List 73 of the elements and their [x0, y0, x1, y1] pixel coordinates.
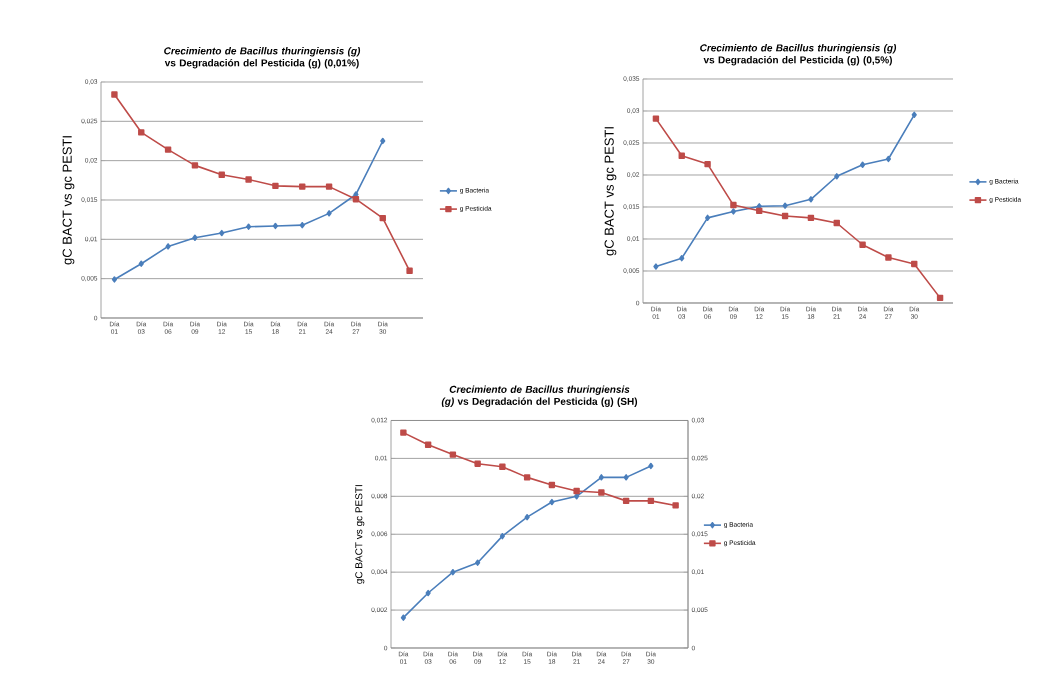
point [111, 276, 118, 283]
point [672, 502, 679, 509]
point [425, 589, 431, 597]
chart-title: Crecimiento de Bacillus thuringiensis (g) vs Degradación del Pesticida (g) (0,5%) [700, 44, 897, 66]
y-axis-title: gC BACT vs gc PESTI [355, 485, 365, 584]
point [782, 202, 788, 209]
point [400, 614, 406, 621]
point [475, 559, 481, 566]
y-axis-title: gC BACT vs gc PESTI [604, 127, 617, 256]
point [704, 214, 711, 222]
point [756, 207, 763, 215]
point [807, 214, 815, 222]
point [191, 162, 199, 169]
point [245, 223, 252, 230]
point [138, 260, 144, 267]
point [111, 91, 118, 98]
point [380, 137, 386, 145]
point [424, 441, 432, 448]
point [474, 460, 481, 467]
point [272, 222, 279, 230]
point [523, 474, 531, 481]
point [833, 219, 840, 227]
point [704, 160, 711, 168]
point [272, 182, 279, 190]
point [622, 497, 630, 505]
chart-title: Crecimiento de Bacillus thuringiensis (g) vs Degradación del Pesticida (g) (SH) [441, 385, 638, 407]
point [678, 152, 685, 159]
point [859, 241, 866, 248]
point [218, 171, 225, 179]
point [911, 111, 917, 119]
point [326, 210, 332, 217]
point [299, 183, 306, 190]
point [652, 115, 660, 122]
point [623, 474, 629, 481]
point [450, 568, 456, 576]
point [245, 176, 252, 183]
point [325, 183, 333, 190]
point [885, 254, 892, 261]
point [648, 462, 654, 470]
point [379, 214, 386, 222]
point [499, 463, 506, 470]
point [400, 429, 407, 436]
point [598, 474, 604, 481]
point [499, 532, 505, 540]
point [936, 294, 944, 302]
point [885, 155, 892, 163]
point [524, 513, 530, 521]
point [549, 498, 555, 506]
point [406, 267, 413, 274]
point [574, 493, 580, 500]
point [730, 201, 737, 209]
point [164, 146, 172, 153]
point [573, 487, 580, 495]
point [859, 161, 866, 168]
point [781, 212, 789, 220]
point [911, 260, 918, 268]
point [598, 489, 605, 496]
point [219, 229, 225, 237]
point [834, 173, 840, 180]
chart-title: Crecimiento de Bacillus thuringiensis (g) vs Degradación del Pesticida (g) (0,01%) [164, 47, 361, 69]
point [138, 129, 145, 136]
y-axis-title: gC BACT vs gc PESTI [62, 136, 75, 265]
point [165, 243, 171, 250]
point [647, 497, 655, 505]
point [653, 263, 659, 270]
point [808, 196, 814, 203]
point [730, 208, 737, 215]
point [299, 221, 305, 229]
point [679, 254, 685, 262]
point [192, 234, 198, 241]
point [449, 451, 457, 458]
point [352, 196, 360, 203]
point [548, 481, 556, 489]
